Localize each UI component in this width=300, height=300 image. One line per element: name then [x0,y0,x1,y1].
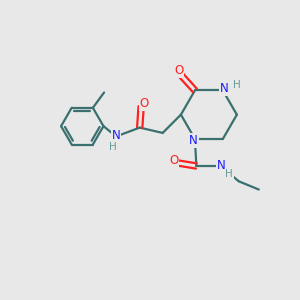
Text: O: O [169,154,178,167]
Text: N: N [112,129,121,142]
Text: O: O [140,97,149,110]
Text: N: N [220,82,229,95]
Text: H: H [109,142,116,152]
Text: O: O [174,64,183,77]
Text: H: H [233,80,241,90]
Text: N: N [217,159,226,172]
Text: N: N [189,134,198,147]
Text: H: H [226,169,233,179]
